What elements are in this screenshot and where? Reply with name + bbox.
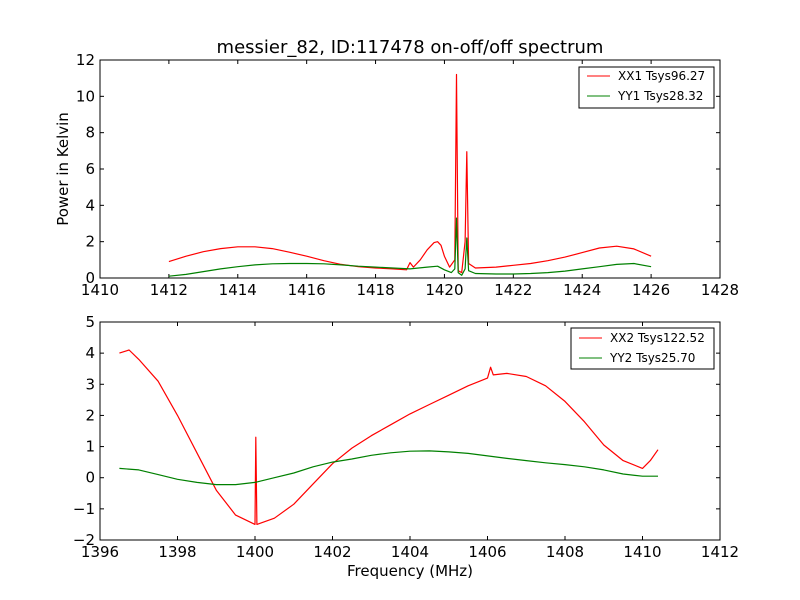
panel-1-x-tick-label-4: 1404: [391, 543, 429, 561]
top-panel-legend-box: [578, 66, 715, 109]
series-line-yy2: [119, 450, 658, 486]
panel-0-x-tick-label-9: 1428: [701, 281, 739, 299]
panel-0-y-tick-label-4: 8: [85, 124, 95, 142]
bottom-panel-x-axis-label: Frequency (MHz): [347, 562, 473, 580]
panel-0-y-tick-label-2: 4: [85, 196, 95, 214]
top-panel-y-axis-label: Power in Kelvin: [54, 112, 72, 226]
top-panel: messier_82, ID:117478 on-off/off spectru…: [54, 37, 739, 299]
top-panel-ticks: 1410 1412 1414 1416 1418 1420 1422 1424 1426 1428…: [76, 51, 739, 299]
top-panel-legend: XX1 Tsys96.27 YY1 Tsys28.32: [578, 66, 715, 109]
series-line-yy1: [168, 217, 652, 277]
panel-1-y-tick-label-1: −1: [73, 500, 95, 518]
panel-0-x-tick-label-2: 1414: [219, 281, 257, 299]
panel-1-y-tick-label-3: 1: [85, 438, 95, 456]
panel-0-x-tick-label-8: 1426: [632, 281, 670, 299]
panel-1-y-tick-label-2: 0: [85, 469, 95, 487]
bottom-panel-legend-label-yy2: YY2 Tsys25.70: [609, 351, 695, 365]
panel-0-y-tick-label-5: 10: [76, 87, 95, 105]
panel-1-y-tick-label-4: 2: [85, 406, 95, 424]
panel-1-x-tick-label-0: 1396: [81, 543, 119, 561]
panel-0-x-tick-label-6: 1422: [494, 281, 532, 299]
top-panel-lines: [168, 73, 652, 277]
panel-0-y-tick-label-0: 0: [85, 269, 95, 287]
top-panel-title: messier_82, ID:117478 on-off/off spectru…: [217, 37, 604, 58]
panel-0-x-tick-label-3: 1416: [288, 281, 326, 299]
panel-1-x-tick-label-7: 1410: [623, 543, 661, 561]
panel-0-y-tick-label-3: 6: [85, 160, 95, 178]
panel-0-x-tick-label-7: 1424: [563, 281, 601, 299]
panel-0-x-tick-label-4: 1418: [356, 281, 394, 299]
panel-0-y-tick-label-6: 12: [76, 51, 95, 69]
panel-1-y-tick-label-6: 4: [85, 344, 95, 362]
series-line-xx2: [119, 349, 659, 526]
panel-1-x-tick-label-6: 1408: [546, 543, 584, 561]
top-panel-frame: [99, 59, 721, 279]
bottom-panel: Frequency (MHz) 1396 1398 1400 1402 1404 1406…: [73, 313, 739, 580]
bottom-panel-legend-box: [570, 327, 715, 370]
panel-1-x-tick-label-5: 1406: [468, 543, 506, 561]
panel-0-x-tick-label-0: 1410: [81, 281, 119, 299]
bottom-panel-legend-label-xx2: XX2 Tsys122.52: [610, 331, 705, 345]
bottom-panel-lines: [119, 349, 659, 526]
panel-1-y-tick-label-0: −2: [73, 531, 95, 549]
bottom-panel-ticks: 1396 1398 1400 1402 1404 1406 1408 1410 1412−2−1…: [73, 313, 739, 561]
panel-1-x-tick-label-1: 1398: [158, 543, 196, 561]
top-panel-legend-label-yy1: YY1 Tsys28.32: [617, 89, 703, 103]
bottom-panel-frame: [99, 321, 721, 541]
panel-1-x-tick-label-2: 1400: [236, 543, 274, 561]
panel-1-x-tick-label-3: 1402: [313, 543, 351, 561]
panel-1-y-tick-label-7: 5: [85, 313, 95, 331]
panel-1-y-tick-label-5: 3: [85, 375, 95, 393]
bottom-panel-legend: XX2 Tsys122.52 YY2 Tsys25.70: [570, 327, 715, 370]
top-panel-legend-label-xx1: XX1 Tsys96.27: [618, 69, 705, 83]
panel-1-x-tick-label-8: 1412: [701, 543, 739, 561]
panel-0-y-tick-label-1: 2: [85, 233, 95, 251]
panel-0-x-tick-label-5: 1420: [425, 281, 463, 299]
panel-0-x-tick-label-1: 1412: [150, 281, 188, 299]
series-line-xx1: [168, 73, 652, 274]
